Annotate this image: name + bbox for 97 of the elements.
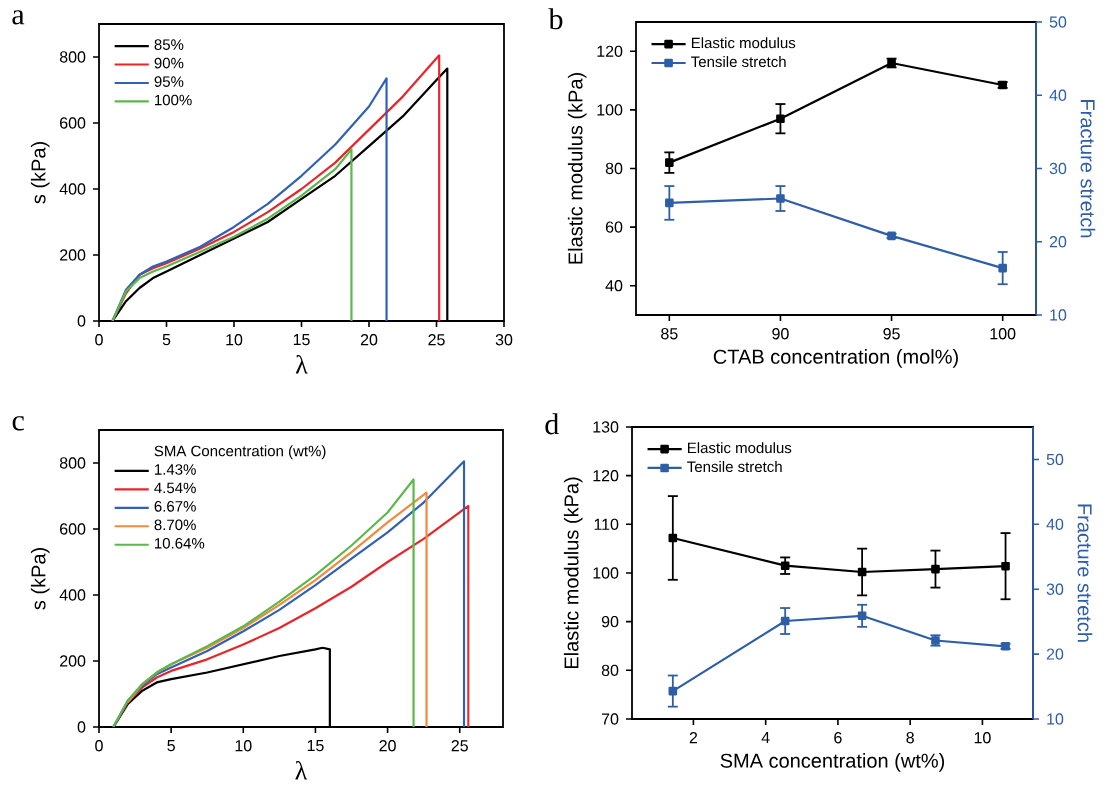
x-tick-label: 10 [226,334,243,346]
x-axis-title: CTAB concentration (mol%) [713,349,958,368]
y2-tick-label: 50 [1046,453,1064,466]
point [668,533,678,543]
x-tick-label: 2 [689,732,698,744]
y-tick-label: 40 [605,280,623,292]
y-tick-label: 120 [593,470,619,482]
legend-label: 85% [154,39,184,50]
y-tick-label: 130 [593,421,619,433]
line-series [111,148,353,321]
x-tick-label: 5 [162,334,171,346]
y-tick-label: 120 [597,45,623,57]
y2-axis-title: Fracture stretch [1077,504,1093,642]
y-axis-title: Elastic modulus (kPa) [567,73,587,264]
y2-tick-label: 10 [1050,309,1067,321]
legend-label: 6.67% [154,501,196,512]
y-tick-label: 200 [60,655,86,667]
x-tick-label: 25 [451,740,468,752]
chart-title: d [545,413,559,435]
x-tick-label: 10 [235,740,252,752]
x-tick-label: 6 [834,732,842,744]
legend-label: 8.70% [154,519,196,531]
legend-title: SMA Concentration (wt%) [154,445,326,460]
y-tick-label: 70 [601,713,619,725]
y2-tick-label: 10 [1047,713,1064,725]
y-tick-label: 100 [593,567,619,579]
x-tick-label: 85 [661,328,678,340]
point [857,611,867,621]
y2-tick-label: 30 [1046,583,1064,595]
y2-tick-label: 20 [1046,648,1064,660]
point [665,158,674,167]
legend-label: 4.54% [154,482,196,494]
y-tick-label: 600 [60,117,86,129]
point [668,686,678,696]
y-tick-label: 800 [59,457,86,469]
x-tick-label: 30 [495,334,513,346]
chart-title: a [12,10,25,25]
point [665,198,674,208]
x-tick-label: 8 [906,732,914,744]
point [776,114,785,123]
legend-label: Elastic modulus [691,37,796,49]
y2-tick-label: 30 [1049,162,1067,175]
x-tick-label: 10 [974,732,991,744]
y-tick-label: 400 [59,589,86,601]
x-tick-label: 20 [379,740,396,752]
point [780,616,790,626]
y-tick-label: 0 [77,721,86,733]
x-tick-label: 5 [167,740,175,752]
y-tick-label: 100 [597,104,623,116]
chart-title: b [548,8,563,30]
x-tick-label: 90 [772,328,789,340]
x-tick-label: 100 [990,328,1016,340]
point [1001,561,1010,571]
legend-label: 100% [155,94,192,106]
y-tick-label: 110 [594,518,619,530]
x-tick-label: 95 [883,328,900,340]
y2-tick-label: 40 [1049,89,1067,101]
y2-tick-label: 40 [1046,518,1064,530]
x-tick-label: 25 [428,334,445,346]
y2-tick-label: 50 [1049,16,1067,28]
y2-tick-label: 20 [1049,236,1067,248]
x-tick-label: 15 [293,334,310,346]
x-axis-title: λ [295,355,308,374]
y-tick-label: 0 [77,315,86,327]
y-tick-label: 800 [59,51,86,63]
x-tick-label: 20 [360,334,378,346]
legend-label: 95% [154,76,184,87]
x-axis-title: SMA concentration (wt%) [720,753,945,772]
y-tick-label: 80 [601,664,619,676]
x-tick-label: 4 [761,732,770,744]
y-tick-label: 200 [60,249,86,261]
legend-label: 90% [154,57,184,69]
point [857,567,867,577]
x-tick-label: 15 [307,740,324,752]
x-tick-label: 0 [95,740,103,752]
legend-label: Tensile stretch [691,56,786,68]
point [776,194,785,203]
x-tick-label: 0 [95,334,103,346]
legend-label: Tensile stretch [687,461,782,473]
point [780,561,790,570]
legend-label: 10.64% [155,538,205,549]
x-axis-title: λ [295,761,308,780]
point [998,263,1007,273]
y2-axis-title: Fracture stretch [1080,100,1096,238]
point [931,564,940,574]
y-axis-title: Elastic modulus (kPa) [563,477,583,669]
y-axis-title: s (kPa) [30,142,50,204]
legend-label: 1.43% [155,464,196,475]
y-tick-label: 80 [605,162,623,175]
y-tick-label: 400 [59,183,86,195]
y-tick-label: 60 [605,221,623,233]
legend-label: Elastic modulus [688,442,792,454]
line-series [111,77,388,321]
chart-title: c [12,416,24,431]
y-tick-label: 90 [601,615,619,628]
y-tick-label: 600 [60,523,86,535]
y-axis-title: s (kPa) [30,548,50,610]
